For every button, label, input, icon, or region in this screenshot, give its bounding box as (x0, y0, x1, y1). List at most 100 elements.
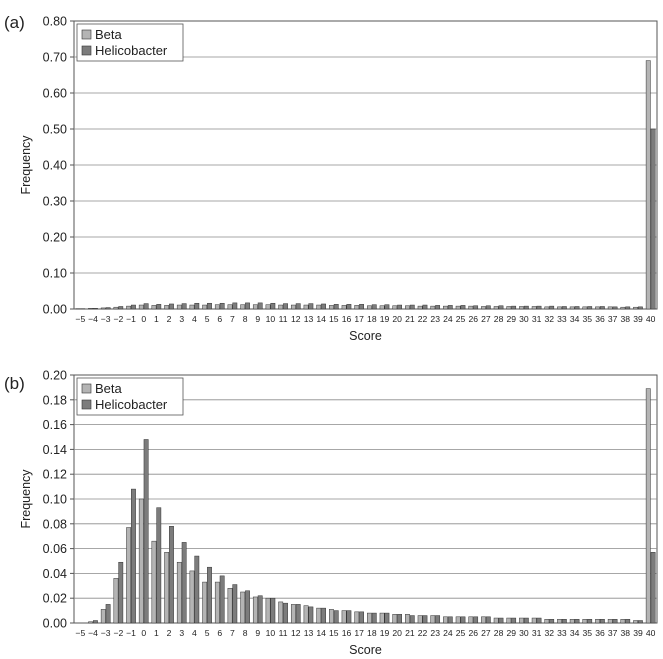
bar-helicobacter-24 (447, 305, 453, 310)
x-tick-label: 8 (243, 628, 248, 638)
x-tick-label: 29 (506, 314, 516, 324)
bar-helicobacter-6 (219, 302, 225, 310)
bar-beta-39 (633, 306, 638, 310)
bar-beta-26 (468, 616, 474, 624)
bar-beta-28 (493, 306, 499, 310)
x-tick-label: 15 (329, 628, 339, 638)
bar-beta-34 (569, 306, 575, 310)
bar-helicobacter-34 (574, 619, 580, 624)
bar-beta-1 (151, 305, 157, 310)
y-tick-label: 0.00 (43, 303, 67, 317)
bar-helicobacter-19 (384, 304, 390, 310)
bar-beta-1 (151, 540, 157, 624)
x-tick-label: 34 (570, 628, 580, 638)
bar-helicobacter-0 (143, 439, 149, 624)
x-tick-label: −1 (126, 314, 136, 324)
bar-helicobacter-10 (270, 597, 276, 624)
bar-helicobacter-40 (650, 552, 656, 624)
bar-helicobacter-21 (409, 304, 415, 310)
y-tick-label: 0.00 (43, 617, 67, 631)
legend-box (76, 377, 184, 416)
bar-helicobacter-36 (599, 306, 605, 310)
chart-panel-b: (b) 0.00 0.02 0.04 0.06 0.08 0.10 0.12 0.14 0.16 0… (4, 369, 658, 657)
bar-helicobacter-17 (359, 304, 364, 310)
x-tick-label: 7 (230, 628, 235, 638)
x-tick-label: 2 (167, 628, 172, 638)
bar-beta-11 (278, 304, 284, 310)
bar-helicobacter-1 (156, 304, 162, 310)
bar-helicobacter-16 (346, 304, 352, 310)
panel-label: (b) (4, 374, 25, 393)
legend-label-beta: Beta (95, 381, 123, 396)
x-tick-label: 5 (205, 314, 210, 324)
bar-beta-9 (252, 596, 258, 624)
x-tick-label: 13 (304, 314, 314, 324)
bar-beta-4 (189, 570, 195, 624)
y-tick-label: 0.10 (43, 493, 67, 507)
legend-swatch-helicobacter (81, 399, 92, 410)
bar-beta-10 (265, 597, 271, 624)
bar-beta-34 (569, 619, 575, 624)
bar-beta-22 (417, 615, 423, 624)
bar-helicobacter-35 (587, 619, 593, 624)
bar-helicobacter-3 (181, 303, 187, 310)
bar-helicobacter-19 (384, 612, 390, 624)
y-tick-label: 0.06 (43, 542, 67, 556)
y-tick-label: 0.04 (43, 567, 67, 581)
bar-helicobacter-3 (181, 542, 187, 624)
x-tick-label: 17 (354, 628, 364, 638)
x-tick-label: 17 (354, 314, 364, 324)
bar-helicobacter-34 (574, 306, 580, 310)
x-axis-label: Score (349, 329, 382, 343)
bar-helicobacter-5 (207, 302, 212, 310)
x-tick-label: 40 (646, 628, 656, 638)
bar-beta-−1 (126, 305, 132, 310)
bar-beta-37 (607, 619, 613, 624)
bar-helicobacter-0 (143, 303, 149, 310)
bar-helicobacter-20 (397, 614, 403, 624)
bar-helicobacter-38 (625, 306, 631, 310)
y-tick-label: 0.50 (43, 123, 67, 137)
bar-helicobacter-−3 (105, 604, 111, 624)
x-tick-label: 31 (532, 314, 542, 324)
x-tick-label: 40 (646, 314, 656, 324)
bar-beta-36 (595, 619, 600, 624)
bar-helicobacter-4 (194, 555, 200, 624)
bar-beta-14 (316, 304, 322, 310)
bar-beta-38 (620, 619, 626, 624)
x-tick-label: 6 (217, 314, 222, 324)
bar-beta-5 (202, 304, 208, 310)
bar-helicobacter-9 (257, 595, 263, 624)
bar-beta-20 (392, 614, 398, 624)
bar-beta-15 (329, 305, 334, 310)
y-tick-label: 0.20 (43, 231, 67, 245)
bar-beta-0 (138, 304, 144, 310)
x-tick-label: 24 (443, 314, 453, 324)
bar-beta-6 (214, 581, 220, 624)
x-tick-label: 4 (192, 314, 197, 324)
bar-beta-18 (367, 305, 372, 310)
x-tick-label: 38 (621, 314, 631, 324)
bar-helicobacter-4 (194, 302, 200, 310)
bar-beta-20 (392, 305, 398, 310)
bar-beta-6 (214, 304, 220, 310)
x-tick-label: −2 (113, 628, 123, 638)
x-tick-label: 29 (506, 628, 516, 638)
bar-helicobacter-33 (561, 619, 567, 624)
bar-beta-25 (455, 616, 461, 624)
bar-beta-9 (252, 304, 258, 310)
bar-helicobacter-2 (169, 526, 174, 624)
bar-helicobacter-26 (473, 305, 479, 310)
bar-beta-24 (443, 305, 448, 310)
x-tick-label: 21 (405, 628, 415, 638)
x-tick-label: 10 (266, 628, 276, 638)
bar-beta-21 (405, 614, 410, 624)
bar-beta-−2 (113, 306, 119, 310)
x-tick-label: −5 (75, 314, 85, 324)
x-tick-label: 35 (583, 314, 593, 324)
bar-helicobacter-27 (485, 616, 491, 624)
x-tick-label: 32 (544, 628, 554, 638)
bar-beta-−4 (88, 621, 94, 624)
y-tick-label: 0.16 (43, 418, 67, 432)
y-tick-label: 0.20 (43, 369, 67, 383)
